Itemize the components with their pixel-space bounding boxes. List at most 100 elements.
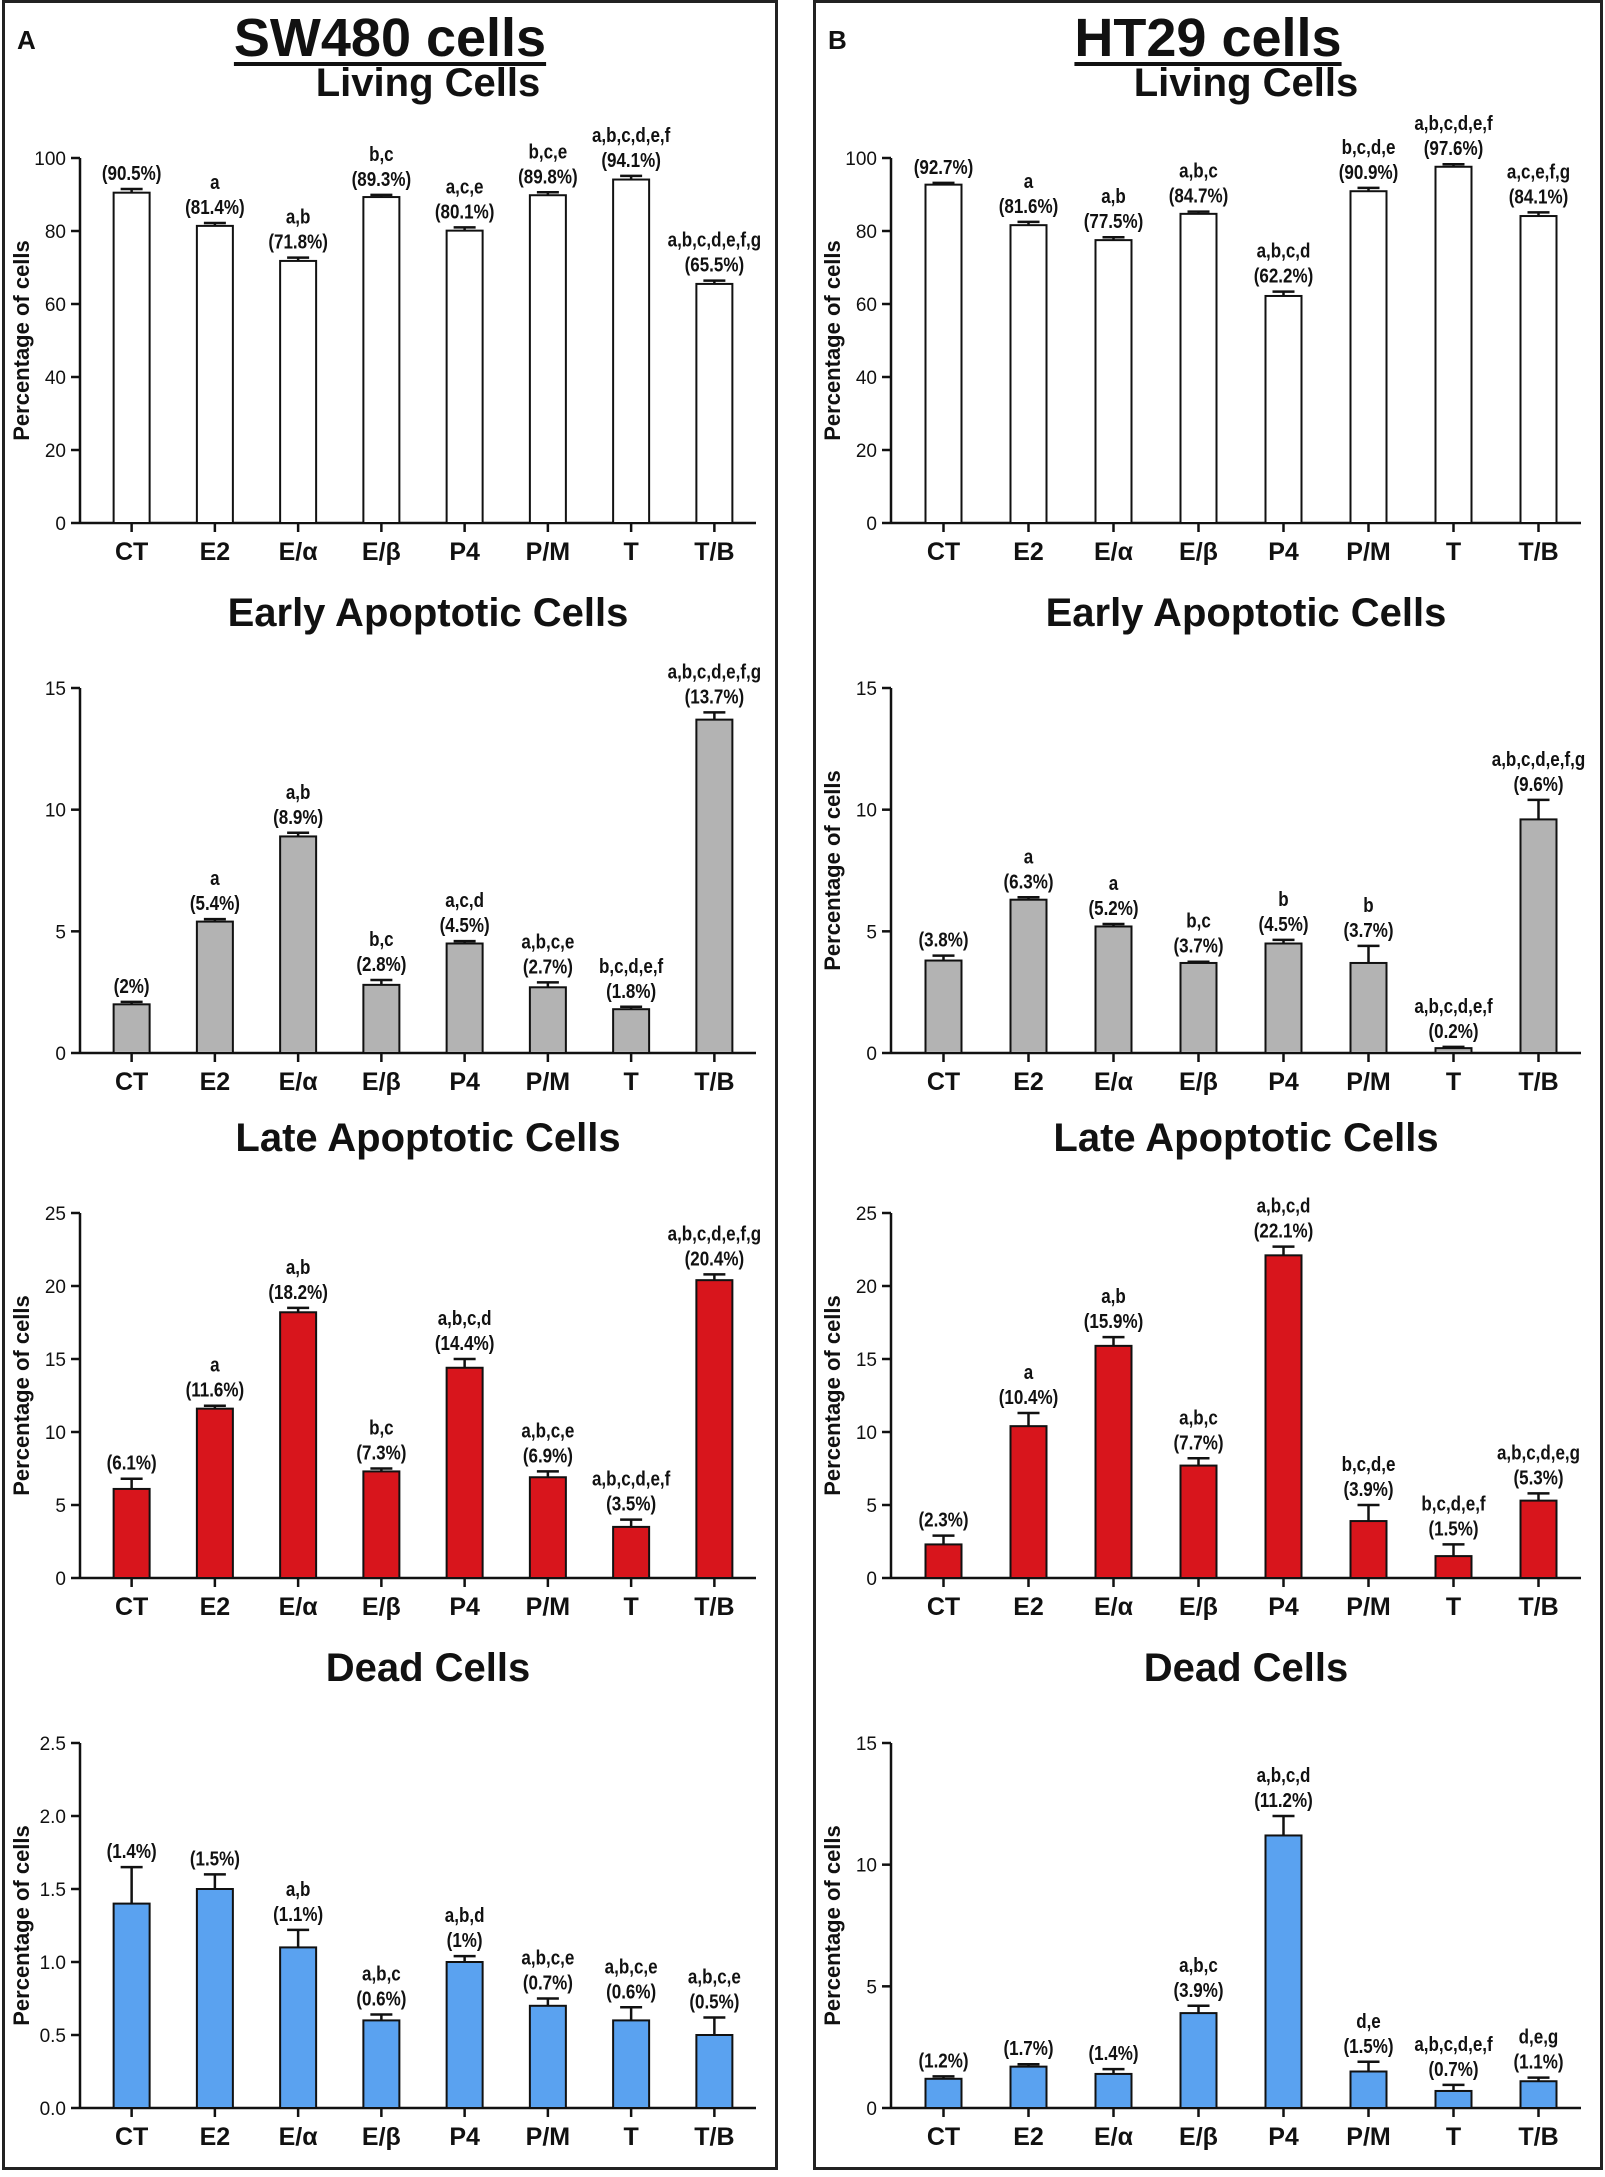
chart-early-apoptotic-ht29: Early Apoptotic Cells Percentage of cells… <box>820 591 1585 1096</box>
data-label: (1.8%) <box>606 979 656 1002</box>
bar <box>112 191 151 525</box>
data-label: (6.1%) <box>107 1451 157 1474</box>
bar <box>1519 1499 1558 1579</box>
x-tick-label: CT <box>115 1593 148 1621</box>
x-tick-label: E/β <box>362 1593 401 1621</box>
significance-label: a,b,d <box>445 1904 485 1927</box>
significance-label: a <box>1024 170 1034 193</box>
y-axis-label: Percentage of cells <box>9 1825 34 2026</box>
y-tick-label: 100 <box>845 149 877 170</box>
y-tick-label: 40 <box>856 368 877 389</box>
y-tick-label: 5 <box>55 922 66 943</box>
chart-title: Early Apoptotic Cells <box>1046 591 1447 635</box>
x-tick-label: P4 <box>449 1593 480 1621</box>
data-label: (7.7%) <box>1173 1431 1223 1454</box>
x-tick-label: CT <box>115 2123 148 2151</box>
x-tick-label: E/α <box>1094 1593 1134 1621</box>
x-tick-label: P4 <box>1268 1593 1299 1621</box>
y-tick-label: 2.5 <box>40 1734 66 1755</box>
data-label: (1.5%) <box>1343 2034 1393 2057</box>
y-tick-label: 15 <box>856 1734 877 1755</box>
x-tick-label: CT <box>927 1068 960 1096</box>
bar <box>528 2004 567 2109</box>
y-tick-label: 10 <box>856 1423 877 1444</box>
data-label: (0.7%) <box>1428 2058 1478 2081</box>
significance-label: a,b,c,d,e,f,g <box>1492 748 1585 771</box>
x-tick-label: T <box>623 1593 638 1621</box>
y-tick-label: 100 <box>34 149 66 170</box>
bar <box>1179 2012 1218 2110</box>
data-label: (3.7%) <box>1173 934 1223 957</box>
significance-label: a,b,c <box>1179 159 1218 182</box>
significance-label: b,c,d,e,f <box>599 954 664 977</box>
significance-label: a,b,c,e <box>688 1965 741 1988</box>
x-tick-label: P/M <box>1346 1593 1390 1621</box>
data-label: (2.8%) <box>356 953 406 976</box>
x-tick-label: E/β <box>362 538 401 566</box>
data-label: (0.2%) <box>1428 1020 1478 1043</box>
bar <box>695 718 734 1054</box>
bar <box>1434 2089 1473 2110</box>
bar <box>1094 1344 1133 1579</box>
y-tick-label: 10 <box>856 801 877 822</box>
y-tick-label: 25 <box>856 1204 877 1225</box>
x-tick-label: T <box>1446 1068 1461 1096</box>
data-label: (3.7%) <box>1343 919 1393 942</box>
data-label: (3.9%) <box>1343 1478 1393 1501</box>
significance-label: a,b <box>286 1256 311 1279</box>
bar <box>112 1003 151 1055</box>
significance-label: b,c <box>369 143 394 166</box>
x-tick-label: E/α <box>1094 1068 1134 1096</box>
y-axis-label: Percentage of cells <box>820 1295 845 1496</box>
data-label: (5.3%) <box>1513 1466 1563 1489</box>
x-tick-label: P/M <box>1346 1068 1390 1096</box>
significance-label: a,b,c,e <box>521 930 574 953</box>
significance-label: a <box>1024 845 1034 868</box>
bar <box>1009 224 1048 524</box>
x-tick-label: P4 <box>449 1068 480 1096</box>
y-tick-label: 10 <box>856 1856 877 1877</box>
data-label: (10.4%) <box>999 1386 1058 1409</box>
data-label: (2.3%) <box>918 1508 968 1531</box>
data-label: (9.6%) <box>1513 773 1563 796</box>
y-tick-label: 15 <box>856 679 877 700</box>
x-tick-label: E/α <box>279 1068 319 1096</box>
x-tick-label: T/B <box>694 538 734 566</box>
data-label: (0.6%) <box>606 1980 656 2003</box>
bar <box>195 224 234 524</box>
data-label: (1.2%) <box>918 2049 968 2072</box>
data-label: (1.7%) <box>1003 2037 1053 2060</box>
significance-label: a,c,e,f,g <box>1507 160 1570 183</box>
data-label: (1.5%) <box>190 1847 240 1870</box>
data-label: (11.6%) <box>186 1378 245 1401</box>
y-tick-label: 25 <box>45 1204 66 1225</box>
data-label: (3.9%) <box>1173 1978 1223 2001</box>
data-label: (0.7%) <box>523 1971 573 1994</box>
y-tick-label: 0 <box>866 514 877 535</box>
bar <box>1094 2072 1133 2109</box>
significance-label: a <box>210 171 220 194</box>
chart-dead-cells-sw480: Dead Cells Percentage of cells 0.0 0.5 1.0 1.… <box>9 1646 756 2151</box>
panel-b-ht29: B HT29 cells Living Cells Percentage of c… <box>813 0 1603 2170</box>
x-tick-label: T/B <box>694 1068 734 1096</box>
x-tick-label: T <box>1446 2123 1461 2151</box>
data-label: (6.9%) <box>523 1444 573 1467</box>
bar <box>924 959 963 1054</box>
significance-label: b,c,d,e <box>1342 1453 1396 1476</box>
chart-title: Late Apoptotic Cells <box>235 1116 620 1160</box>
bar <box>1349 1520 1388 1579</box>
significance-label: a,b,c <box>1179 1953 1218 1976</box>
chart-title: Early Apoptotic Cells <box>228 591 629 635</box>
chart-title: Late Apoptotic Cells <box>1053 1116 1438 1160</box>
bar <box>1094 239 1133 524</box>
x-tick-label: T <box>623 1068 638 1096</box>
bar <box>1434 1555 1473 1580</box>
y-tick-label: 80 <box>856 222 877 243</box>
x-tick-label: E/β <box>1179 1593 1218 1621</box>
x-tick-label: P/M <box>526 1068 570 1096</box>
bar <box>528 986 567 1054</box>
y-tick-label: 20 <box>45 1277 66 1298</box>
data-label: (2.7%) <box>523 955 573 978</box>
x-tick-label: P/M <box>526 1593 570 1621</box>
chart-living-cells-sw480: Living Cells Percentage of cells 0 20 40 60 80… <box>9 61 761 566</box>
